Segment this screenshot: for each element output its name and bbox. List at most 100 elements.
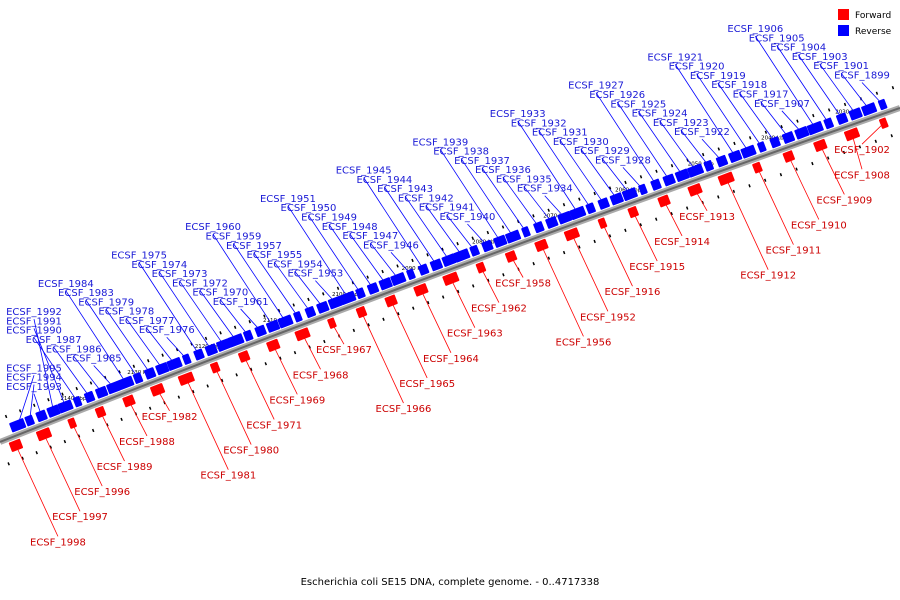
gene-label[interactable]: ECSF_1903 xyxy=(792,52,848,63)
gene-label[interactable]: ECSF_1907 xyxy=(754,99,810,110)
gene-label[interactable]: ECSF_1970 xyxy=(192,288,248,299)
gene-label[interactable]: ECSF_1980 xyxy=(223,446,279,457)
gene-label[interactable]: ECSF_1973 xyxy=(152,269,208,280)
gene-label[interactable]: ECSF_1989 xyxy=(97,462,153,473)
gene-label[interactable]: ECSF_1949 xyxy=(301,212,357,223)
gene-label[interactable]: ECSF_1929 xyxy=(574,146,630,157)
gene-label[interactable]: ECSF_1925 xyxy=(610,99,666,110)
gene-label[interactable]: ECSF_1922 xyxy=(674,127,730,138)
gene-label[interactable]: ECSF_1960 xyxy=(185,222,241,233)
gene-label[interactable]: ECSF_1959 xyxy=(206,231,262,242)
gene-label[interactable]: ECSF_1927 xyxy=(568,81,624,92)
gene-label[interactable]: ECSF_1944 xyxy=(356,175,412,186)
gene-label[interactable]: ECSF_1920 xyxy=(669,62,725,73)
gene-label[interactable]: ECSF_1931 xyxy=(532,128,588,139)
gene-label[interactable]: ECSF_1969 xyxy=(269,395,325,406)
gene-label[interactable]: ECSF_1966 xyxy=(376,404,432,415)
gene-label[interactable]: ECSF_1996 xyxy=(74,487,130,498)
gene-label[interactable]: ECSF_1915 xyxy=(629,262,685,273)
gene-label[interactable]: ECSF_1926 xyxy=(589,90,645,101)
gene-label[interactable]: ECSF_1979 xyxy=(78,297,134,308)
gene-label[interactable]: ECSF_1928 xyxy=(595,155,651,166)
gene-label[interactable]: ECSF_1918 xyxy=(711,80,767,91)
gene-label[interactable]: ECSF_1995 xyxy=(6,363,62,374)
gene-label[interactable]: ECSF_1991 xyxy=(6,316,62,327)
gene-label[interactable]: ECSF_1953 xyxy=(287,269,343,280)
gene-label[interactable]: ECSF_1911 xyxy=(766,246,822,257)
gene-label[interactable]: ECSF_1932 xyxy=(511,118,567,129)
gene-label[interactable]: ECSF_1956 xyxy=(556,337,612,348)
gene-label[interactable]: ECSF_1910 xyxy=(791,221,847,232)
gene-label[interactable]: ECSF_1899 xyxy=(834,71,890,82)
gene-label[interactable]: ECSF_1986 xyxy=(46,344,102,355)
gene-label[interactable]: ECSF_1976 xyxy=(139,325,195,336)
gene-label[interactable]: ECSF_1937 xyxy=(454,156,510,167)
gene-label[interactable]: ECSF_1930 xyxy=(553,137,609,148)
gene-label[interactable]: ECSF_1906 xyxy=(727,24,783,35)
gene-label[interactable]: ECSF_1923 xyxy=(653,118,709,129)
minor-tick xyxy=(827,156,830,160)
gene-label[interactable]: ECSF_1997 xyxy=(52,512,108,523)
gene-label[interactable]: ECSF_1924 xyxy=(632,109,688,120)
gene-label[interactable]: ECSF_1917 xyxy=(733,90,789,101)
gene-label[interactable]: ECSF_1939 xyxy=(412,137,468,148)
gene-label[interactable]: ECSF_1948 xyxy=(322,222,378,233)
gene-label[interactable]: ECSF_1912 xyxy=(740,271,796,282)
gene-label[interactable]: ECSF_1994 xyxy=(6,373,62,384)
gene-label[interactable]: ECSF_1946 xyxy=(363,240,419,251)
gene-label[interactable]: ECSF_1916 xyxy=(605,287,661,298)
gene-label[interactable]: ECSF_1968 xyxy=(293,370,349,381)
gene-label[interactable]: ECSF_1914 xyxy=(654,237,710,248)
gene-label[interactable]: ECSF_1987 xyxy=(26,335,82,346)
gene-label[interactable]: ECSF_1913 xyxy=(679,212,735,223)
gene-label[interactable]: ECSF_1941 xyxy=(419,203,475,214)
gene-label[interactable]: ECSF_1957 xyxy=(226,241,282,252)
gene-label[interactable]: ECSF_1963 xyxy=(447,329,503,340)
gene-label[interactable]: ECSF_1935 xyxy=(496,174,552,185)
gene-label[interactable]: ECSF_1958 xyxy=(495,278,551,289)
gene-label[interactable]: ECSF_1977 xyxy=(119,316,175,327)
gene-label[interactable]: ECSF_1954 xyxy=(267,259,323,270)
gene-label[interactable]: ECSF_1981 xyxy=(200,471,256,482)
gene-label[interactable]: ECSF_1909 xyxy=(816,195,872,206)
gene-label[interactable]: ECSF_1975 xyxy=(111,251,167,262)
gene-label[interactable]: ECSF_1967 xyxy=(316,345,372,356)
gene-label[interactable]: ECSF_1934 xyxy=(517,184,573,195)
gene-label[interactable]: ECSF_1950 xyxy=(281,203,337,214)
gene-label[interactable]: ECSF_1972 xyxy=(172,278,228,289)
gene-label[interactable]: ECSF_1998 xyxy=(30,537,86,548)
gene-label[interactable]: ECSF_1942 xyxy=(398,193,454,204)
gene-label[interactable]: ECSF_1945 xyxy=(336,166,392,177)
gene-label[interactable]: ECSF_1985 xyxy=(66,354,122,365)
gene-label[interactable]: ECSF_1938 xyxy=(433,147,489,158)
gene-label[interactable]: ECSF_1984 xyxy=(38,279,94,290)
gene-label[interactable]: ECSF_1952 xyxy=(580,312,636,323)
gene-label[interactable]: ECSF_1961 xyxy=(213,297,269,308)
gene-label[interactable]: ECSF_1955 xyxy=(246,250,302,261)
gene-label[interactable]: ECSF_1901 xyxy=(813,61,869,72)
gene-label[interactable]: ECSF_1983 xyxy=(58,288,114,299)
gene-label[interactable]: ECSF_1951 xyxy=(260,194,316,205)
gene-label[interactable]: ECSF_1965 xyxy=(399,379,455,390)
gene-glyph[interactable] xyxy=(504,250,518,263)
gene-label[interactable]: ECSF_1921 xyxy=(647,52,703,63)
gene-label[interactable]: ECSF_1936 xyxy=(475,165,531,176)
gene-label[interactable]: ECSF_1974 xyxy=(131,260,187,271)
gene-label[interactable]: ECSF_1982 xyxy=(142,412,198,423)
gene-label[interactable]: ECSF_1992 xyxy=(6,307,62,318)
gene-label[interactable]: ECSF_1978 xyxy=(98,307,154,318)
gene-label[interactable]: ECSF_1971 xyxy=(246,420,302,431)
gene-label[interactable]: ECSF_1902 xyxy=(834,145,890,156)
gene-label[interactable]: ECSF_1940 xyxy=(440,212,496,223)
gene-label[interactable]: ECSF_1964 xyxy=(423,354,479,365)
gene-label[interactable]: ECSF_1990 xyxy=(6,326,62,337)
gene-label[interactable]: ECSF_1908 xyxy=(834,170,890,181)
gene-label[interactable]: ECSF_1904 xyxy=(770,43,826,54)
gene-label[interactable]: ECSF_1988 xyxy=(119,437,175,448)
gene-label[interactable]: ECSF_1933 xyxy=(490,109,546,120)
gene-label[interactable]: ECSF_1919 xyxy=(690,71,746,82)
gene-label[interactable]: ECSF_1905 xyxy=(749,33,805,44)
gene-label[interactable]: ECSF_1962 xyxy=(471,304,527,315)
gene-label[interactable]: ECSF_1943 xyxy=(377,184,433,195)
gene-label[interactable]: ECSF_1947 xyxy=(342,231,398,242)
